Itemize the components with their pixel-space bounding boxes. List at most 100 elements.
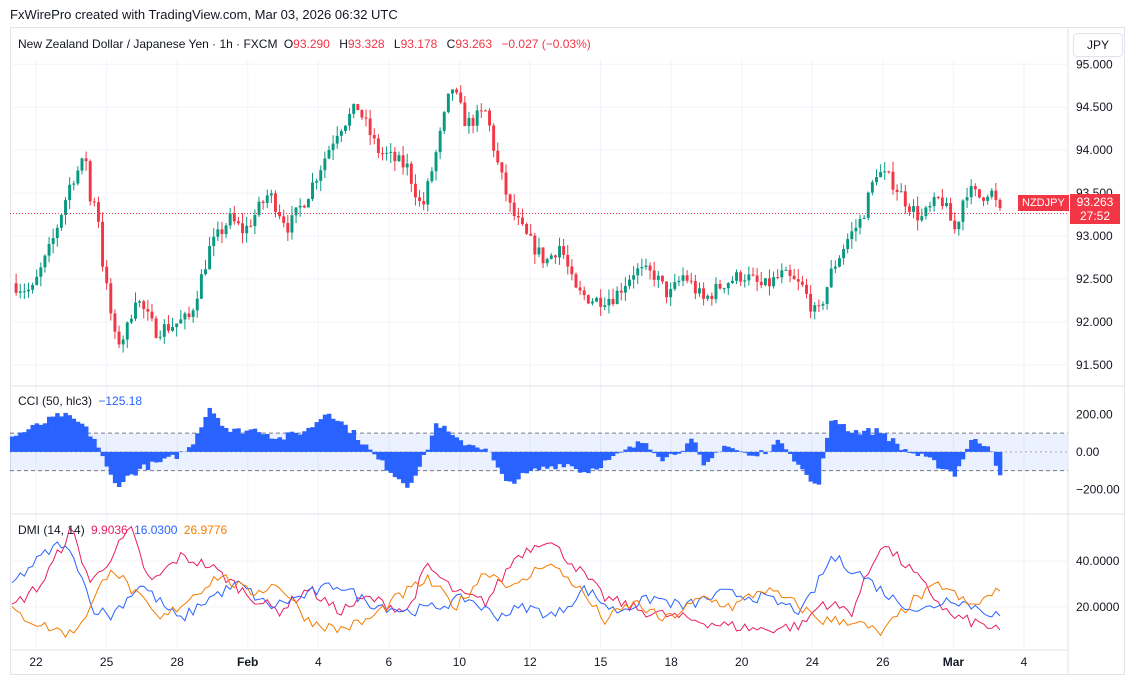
candle-body: [183, 313, 187, 320]
cci-bar: [973, 439, 978, 452]
candle-body: [817, 305, 821, 307]
candle-body: [35, 276, 39, 285]
candle-body: [368, 118, 372, 136]
time-tick-label: 6: [386, 655, 393, 669]
candle-body: [698, 288, 701, 294]
candle-body: [582, 290, 586, 296]
candle-body: [479, 110, 483, 112]
currency-button[interactable]: JPY: [1073, 33, 1123, 57]
cci-bar: [34, 423, 40, 452]
candle-body: [142, 301, 146, 310]
cci-bar: [314, 422, 319, 452]
high-value: 93.328: [347, 37, 385, 51]
cci-bar: [981, 446, 986, 452]
candle-body: [348, 113, 352, 126]
cci-bar: [825, 437, 830, 452]
cci-bar: [528, 451, 534, 471]
candle-body: [879, 172, 883, 178]
cci-bar: [30, 424, 35, 452]
candle-body: [442, 112, 446, 131]
time-tick-label: 15: [594, 655, 608, 669]
candle-body: [43, 255, 47, 268]
dmi-plus-value: 16.0300: [134, 523, 178, 537]
cci-bar: [812, 451, 818, 484]
candle-body: [990, 190, 994, 197]
candle-body: [397, 155, 401, 162]
cci-bar: [392, 451, 398, 478]
candle-body: [129, 318, 133, 323]
candle-body: [175, 323, 179, 328]
candle-body: [39, 267, 43, 277]
cci-bar: [252, 428, 258, 452]
candle-body: [553, 255, 557, 258]
candle-body: [220, 229, 224, 235]
cci-bar: [643, 443, 649, 452]
cci-bar: [857, 434, 863, 452]
cci-bar: [343, 424, 348, 452]
cci-bar: [783, 449, 789, 452]
cci-bar: [310, 427, 315, 452]
cci-bar: [125, 451, 130, 476]
candle-body: [772, 277, 776, 287]
candle-body: [590, 301, 594, 304]
candle-body: [714, 283, 718, 300]
cci-bar: [339, 421, 344, 452]
cci-bar: [293, 432, 299, 452]
cci-bar: [540, 451, 546, 467]
candle-body: [907, 206, 911, 212]
candle-body: [549, 255, 553, 259]
candle-body: [578, 287, 582, 291]
candle-body: [438, 130, 442, 153]
price-tick-label: 94.000: [1076, 143, 1113, 157]
cci-bar: [610, 451, 616, 457]
candle-body: [805, 284, 808, 294]
candle-body: [994, 190, 998, 200]
cci-bar: [429, 435, 435, 452]
cci-bar: [26, 429, 31, 452]
candle-body: [899, 191, 903, 193]
cci-bar: [450, 435, 455, 452]
dmi-name: DMI (14, 14): [18, 523, 85, 537]
candle-body: [212, 236, 216, 247]
cci-bar: [993, 451, 999, 466]
cci-bar: [726, 446, 731, 452]
cci-bar: [396, 451, 402, 480]
candle-body: [521, 217, 524, 224]
cci-bar: [79, 423, 85, 452]
candle-body: [195, 298, 199, 311]
candle-body: [800, 281, 804, 285]
cci-bar: [750, 451, 756, 456]
candle-body: [977, 189, 981, 198]
time-tick-label: 28: [170, 655, 184, 669]
candle-body: [611, 298, 615, 305]
cci-bar: [985, 446, 991, 452]
cci-bar: [680, 450, 686, 452]
candle-body: [644, 265, 648, 268]
candle-body: [883, 171, 887, 173]
candle-body: [352, 104, 356, 114]
cci-bar: [388, 451, 394, 473]
cci-bar: [619, 451, 624, 453]
candle-body: [788, 269, 792, 276]
main-legend: New Zealand Dollar / Japanese Yen · 1h ·…: [18, 37, 594, 51]
candle-body: [784, 269, 788, 271]
cci-bars: [9, 407, 1003, 488]
candle-body: [702, 288, 706, 299]
candle-body: [953, 220, 957, 230]
candle-body: [656, 275, 660, 280]
candle-body: [747, 274, 751, 281]
cci-bar: [598, 451, 604, 469]
cci-bar: [211, 413, 217, 452]
cci-bar: [516, 451, 521, 480]
candle-body: [311, 182, 314, 200]
cci-bar: [771, 444, 776, 452]
candle-body: [372, 135, 376, 139]
candle-body: [940, 197, 944, 207]
candle-body: [125, 322, 129, 340]
cci-bar: [627, 446, 632, 452]
cci-bar: [927, 451, 933, 458]
cci-bar: [845, 431, 851, 452]
dmi-series-line-dmi_plus: [11, 541, 1001, 622]
candle-body: [191, 310, 195, 317]
